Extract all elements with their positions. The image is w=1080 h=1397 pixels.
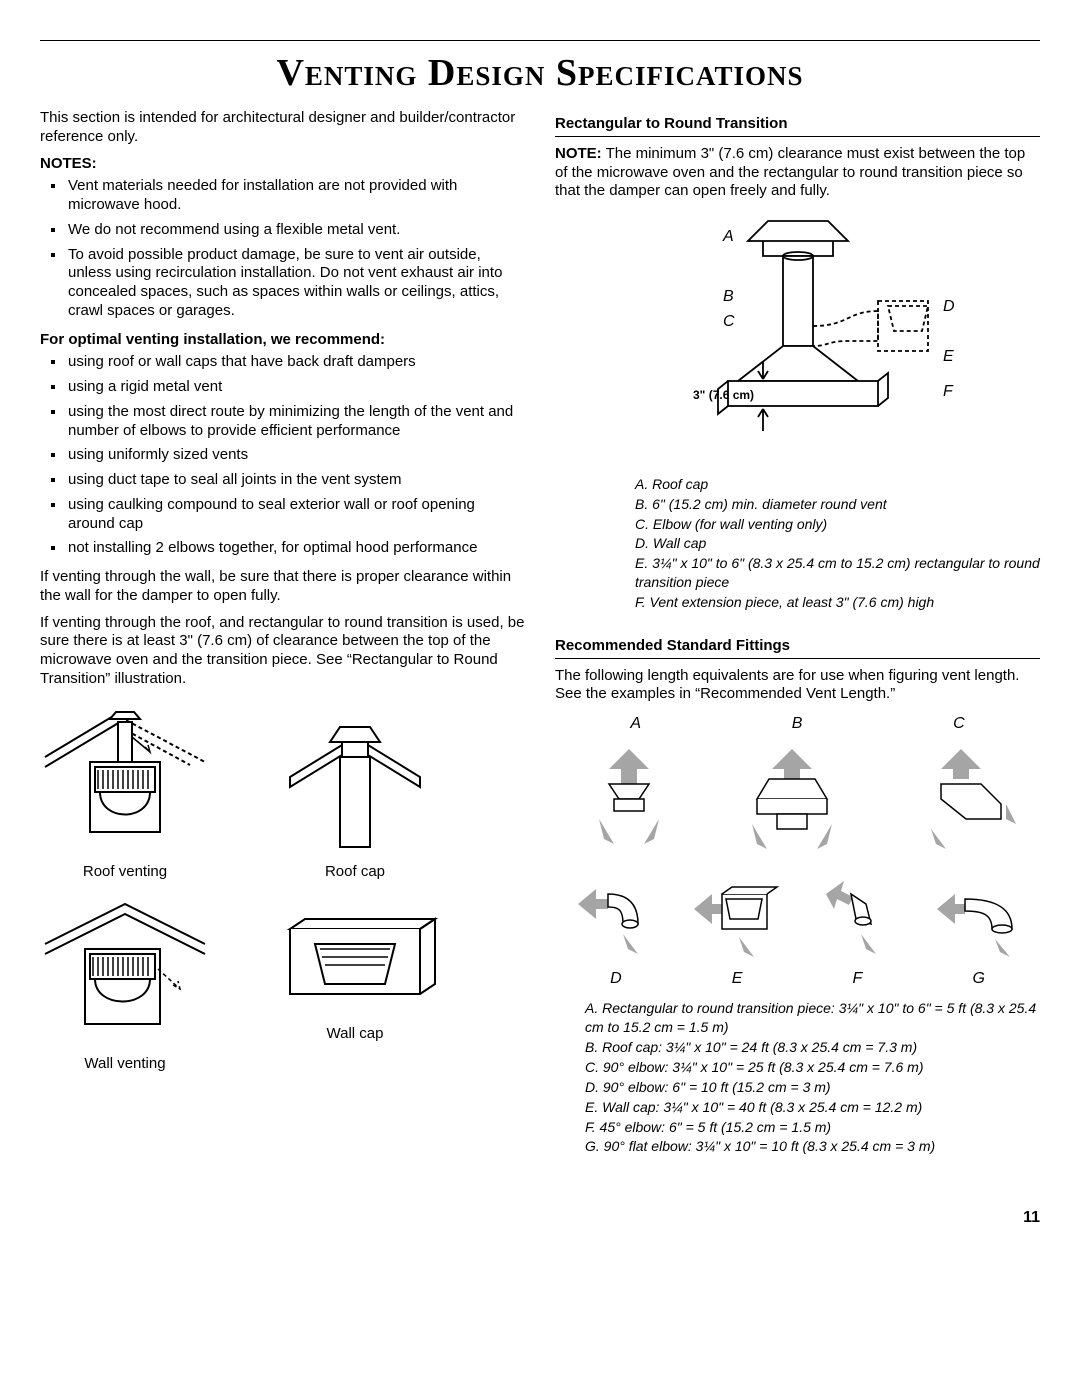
fitting-b-icon [727, 744, 857, 854]
fitting-d-icon [568, 869, 658, 959]
note-body: The minimum 3" (7.6 cm) clearance must e… [555, 145, 1025, 200]
legend-item: D. 90° elbow: 6" = 10 ft (15.2 cm = 3 m) [585, 1078, 1040, 1097]
fitting-labels-row: A B C [555, 714, 1040, 734]
notes-label: NOTES: [40, 155, 525, 174]
list-item: using caulking compound to seal exterior… [66, 496, 525, 534]
fittings-legend: A. Rectangular to round transition piece… [555, 999, 1040, 1156]
legend-item: B. Roof cap: 3¼" x 10" = 24 ft (8.3 x 25… [585, 1038, 1040, 1057]
legend-item: D. Wall cap [635, 534, 1040, 553]
list-item: using duct tape to seal all joints in th… [66, 471, 525, 490]
paragraph: If venting through the wall, be sure tha… [40, 568, 525, 606]
roof-venting-icon [40, 707, 210, 857]
figure-caption: Wall venting [84, 1055, 165, 1072]
figure-wall-venting: Wall venting [40, 899, 210, 1074]
transition-legend: A. Roof cap B. 6" (15.2 cm) min. diamete… [555, 475, 1040, 612]
note-item: We do not recommend using a flexible met… [66, 221, 525, 240]
legend-item: C. 90° elbow: 3¼" x 10" = 25 ft (8.3 x 2… [585, 1058, 1040, 1077]
roof-cap-icon [270, 707, 440, 857]
figure-wall-cap: Wall cap [270, 899, 440, 1074]
fit-label: E [732, 969, 743, 989]
intro-text: This section is intended for architectur… [40, 109, 525, 147]
transition-diagram: A B C D E F 3" (7.6 cm) [555, 211, 1040, 467]
legend-item: A. Rectangular to round transition piece… [585, 999, 1040, 1037]
divider [555, 136, 1040, 137]
figure-row: Roof venting Roof cap [40, 707, 525, 882]
note-text: NOTE: The minimum 3" (7.6 cm) clearance … [555, 145, 1040, 201]
legend-item: A. Roof cap [635, 475, 1040, 494]
note-label: NOTE: [555, 145, 602, 162]
legend-item: G. 90° flat elbow: 3¼" x 10" = 10 ft (8.… [585, 1137, 1040, 1156]
legend-item: E. 3¼" x 10" to 6" (8.3 x 25.4 cm to 15.… [635, 554, 1040, 592]
page: Venting Design Specifications This secti… [40, 40, 1040, 1157]
divider [555, 658, 1040, 659]
note-item: Vent materials needed for installation a… [66, 177, 525, 215]
fit-label: F [853, 969, 863, 989]
page-title: Venting Design Specifications [40, 51, 1040, 95]
list-item: using roof or wall caps that have back d… [66, 353, 525, 372]
legend-item: F. Vent extension piece, at least 3" (7.… [635, 593, 1040, 612]
transition-diagram-icon: A B C D E F 3" (7.6 cm) [608, 211, 988, 461]
fit-label: C [953, 714, 965, 734]
page-number: 11 [1023, 1209, 1040, 1227]
legend-item: F. 45° elbow: 6" = 5 ft (15.2 cm = 1.5 m… [585, 1118, 1040, 1137]
section-head: Rectangular to Round Transition [555, 115, 1040, 134]
list-item: using uniformly sized vents [66, 446, 525, 465]
fitting-e-icon [684, 869, 784, 959]
fittings-intro: The following length equivalents are for… [555, 667, 1040, 705]
fit-label: A [630, 714, 641, 734]
figure-roof-venting: Roof venting [40, 707, 210, 882]
section-head: Recommended Standard Fittings [555, 637, 1040, 656]
svg-text:C: C [723, 313, 735, 330]
list-item: using a rigid metal vent [66, 378, 525, 397]
fitting-labels-row: D E F G [555, 969, 1040, 989]
wall-venting-icon [40, 899, 210, 1049]
wall-cap-icon [270, 899, 440, 1019]
svg-text:E: E [943, 348, 954, 365]
fit-label: D [610, 969, 622, 989]
notes-list: Vent materials needed for installation a… [40, 177, 525, 320]
fitting-icons-row [555, 869, 1040, 959]
svg-text:F: F [943, 383, 954, 400]
legend-item: E. Wall cap: 3¼" x 10" = 40 ft (8.3 x 25… [585, 1098, 1040, 1117]
fit-label: G [972, 969, 984, 989]
svg-text:A: A [722, 228, 734, 245]
recommend-list: using roof or wall caps that have back d… [40, 353, 525, 558]
fit-label: B [792, 714, 803, 734]
left-column: This section is intended for architectur… [40, 109, 525, 1157]
fitting-f-icon [811, 869, 901, 959]
fitting-g-icon [927, 869, 1027, 959]
right-column: Rectangular to Round Transition NOTE: Th… [555, 109, 1040, 1157]
fitting-icons-row [555, 744, 1040, 854]
note-item: To avoid possible product damage, be sur… [66, 246, 525, 321]
list-item: not installing 2 elbows together, for op… [66, 539, 525, 558]
legend-item: B. 6" (15.2 cm) min. diameter round vent [635, 495, 1040, 514]
columns: This section is intended for architectur… [40, 109, 1040, 1157]
figure-caption: Wall cap [327, 1025, 384, 1042]
recommend-head: For optimal venting installation, we rec… [40, 331, 525, 350]
figure-caption: Roof venting [83, 863, 167, 880]
fitting-c-icon [906, 744, 1016, 854]
fitting-a-icon [579, 744, 679, 854]
svg-text:D: D [943, 298, 955, 315]
figure-caption: Roof cap [325, 863, 385, 880]
figure-row: Wall venting Wall cap [40, 899, 525, 1074]
svg-text:B: B [723, 288, 734, 305]
list-item: using the most direct route by minimizin… [66, 403, 525, 441]
paragraph: If venting through the roof, and rectang… [40, 614, 525, 689]
figure-roof-cap: Roof cap [270, 707, 440, 882]
svg-text:3" (7.6 cm): 3" (7.6 cm) [693, 388, 754, 402]
legend-item: C. Elbow (for wall venting only) [635, 515, 1040, 534]
top-rule [40, 40, 1040, 41]
